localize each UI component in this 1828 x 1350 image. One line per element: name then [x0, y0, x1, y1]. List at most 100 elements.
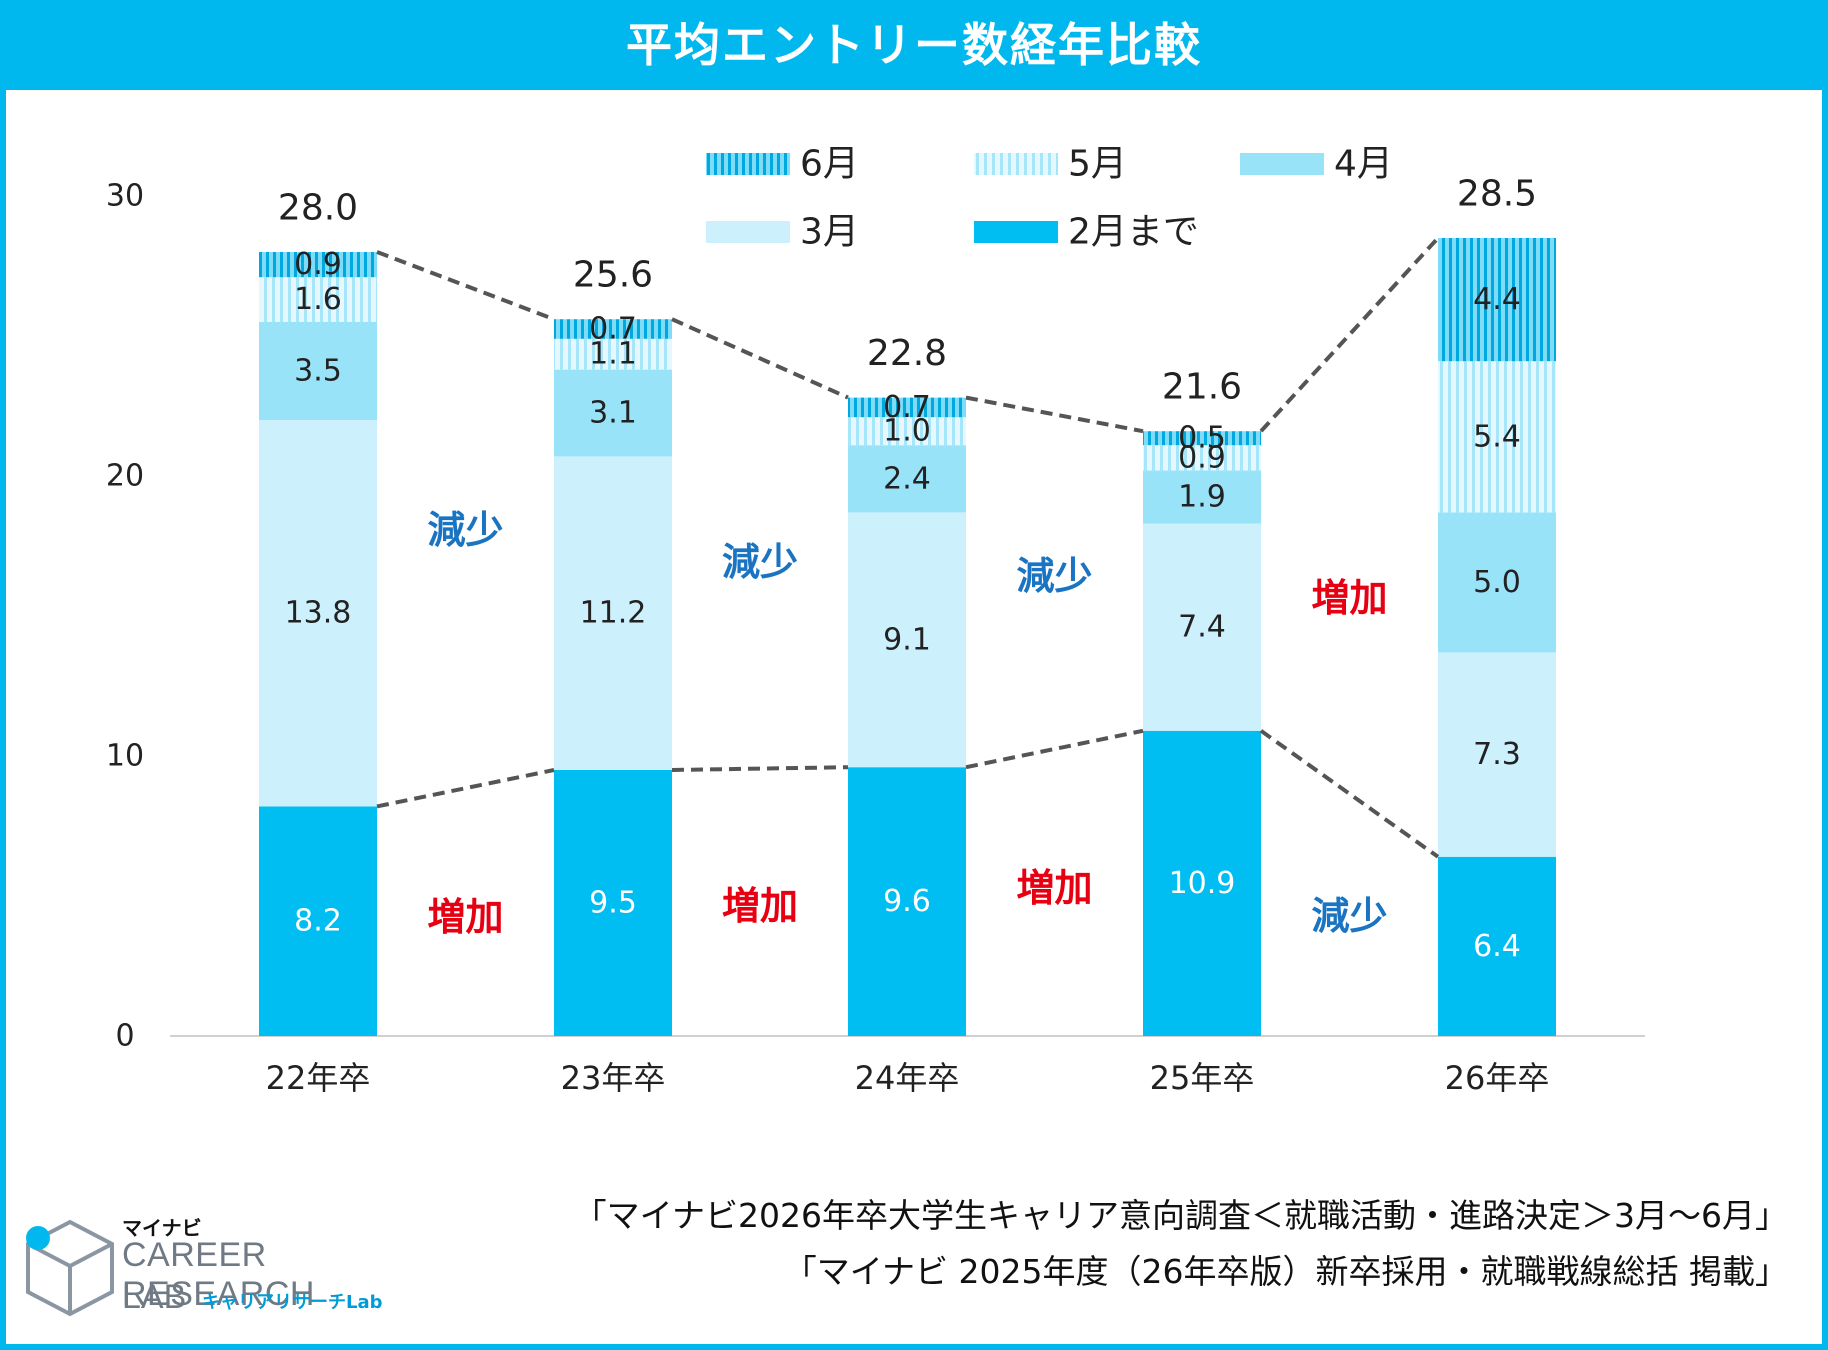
bar-segment: [1143, 431, 1261, 446]
segment-value-label: 3.5: [294, 354, 342, 389]
logo-sub: キャリアリサーチLab: [202, 1292, 383, 1313]
career-research-lab-logo: マイナビ CAREER RESEARCH LAB キャリアリサーチLab: [22, 1212, 442, 1322]
bar-segment: [554, 456, 672, 770]
segment-value-label: 1.0: [883, 414, 931, 449]
total-value-label: 22.8: [867, 333, 947, 374]
y-tick-label: 0: [115, 1019, 134, 1054]
total-trend-line: [671, 317, 849, 400]
segment-value-label: 9.6: [883, 884, 931, 919]
bar-segment: [1438, 512, 1556, 653]
legend-label: 6月: [800, 144, 859, 185]
bar-segment: [554, 770, 672, 1036]
legend-label: 5月: [1068, 144, 1127, 185]
bar-segment: [848, 417, 966, 446]
segment-value-label: 0.7: [883, 390, 931, 425]
bar-segment: [554, 369, 672, 457]
total-trend-line: [1259, 236, 1440, 433]
bar-segment: [259, 252, 377, 278]
bar-segment: [1438, 361, 1556, 513]
page-title: 平均エントリー数経年比較: [626, 18, 1202, 72]
segment-value-label: 1.6: [294, 282, 342, 317]
segment-value-label: 5.0: [1473, 565, 1521, 600]
x-category-label: 24年卒: [855, 1059, 960, 1097]
segment-value-label: 6.4: [1473, 929, 1521, 964]
bar-segment: [848, 767, 966, 1036]
title-bar: 平均エントリー数経年比較: [0, 0, 1828, 90]
logo-line-1: CAREER RESEARCH: [122, 1236, 315, 1313]
segment-value-label: 9.1: [883, 622, 931, 657]
trend-annotation-upper: 減少: [722, 540, 798, 584]
bar-segment: [848, 512, 966, 768]
y-tick-label: 10: [106, 739, 144, 774]
y-tick-label: 20: [106, 459, 144, 494]
source-line-2: 「マイナビ 2025年度（26年卒版）新卒採用・就職戦線総括 掲載」: [783, 1252, 1788, 1291]
trend-annotation-lower: 増加: [1016, 866, 1092, 910]
feb-trend-line: [965, 728, 1144, 770]
legend-label: 3月: [800, 212, 859, 253]
segment-value-label: 9.5: [589, 886, 637, 921]
logo-line-2: LAB: [122, 1278, 187, 1316]
trend-annotation-upper: 減少: [427, 508, 503, 552]
x-category-label: 23年卒: [561, 1059, 666, 1097]
legend-swatch: [1240, 153, 1324, 175]
trend-annotation-upper: 減少: [1016, 554, 1092, 598]
bar-segment: [1438, 238, 1556, 362]
segment-value-label: 1.9: [1178, 480, 1226, 515]
bar-segment: [1438, 856, 1556, 1036]
legend-swatch: [974, 153, 1058, 175]
x-category-label: 26年卒: [1445, 1059, 1550, 1097]
bar-segment: [259, 322, 377, 420]
legend-swatch: [706, 221, 790, 243]
bar-segment: [1143, 445, 1261, 471]
legend-swatch: [974, 221, 1058, 243]
x-category-label: 22年卒: [266, 1059, 371, 1097]
total-value-label: 25.6: [573, 255, 653, 296]
bar-segment: [1438, 652, 1556, 857]
bar-segment: [259, 806, 377, 1036]
trend-annotation-lower: 減少: [1311, 894, 1387, 938]
segment-value-label: 0.9: [294, 247, 342, 282]
legend-label: 4月: [1334, 144, 1393, 185]
bar-segment: [848, 445, 966, 513]
bar-segment: [259, 420, 377, 807]
trend-annotation-lower: 増加: [722, 884, 798, 928]
segment-value-label: 10.9: [1169, 866, 1236, 901]
logo-maker: マイナビ: [122, 1216, 202, 1240]
bar-segment: [554, 338, 672, 370]
source-notes: 「マイナビ2026年卒大学生キャリア意向調査＜就職活動・進路決定＞3月～6月」 …: [574, 1188, 1788, 1300]
total-trend-line: [965, 395, 1144, 434]
segment-value-label: 13.8: [285, 596, 352, 631]
segment-value-label: 0.7: [589, 312, 637, 347]
segment-value-label: 1.1: [589, 337, 637, 372]
bar-segment: [554, 319, 672, 339]
trend-annotation-lower: 増加: [427, 895, 503, 939]
total-trend-line: [376, 250, 555, 322]
bar-segment: [1143, 730, 1261, 1036]
cube-logo-icon: [26, 1219, 114, 1317]
bar-segment: [1143, 470, 1261, 524]
segment-value-label: 8.2: [294, 904, 342, 939]
legend-swatch: [706, 153, 790, 175]
segment-value-label: 3.1: [589, 396, 637, 431]
feb-trend-line: [376, 768, 555, 809]
feb-trend-line: [1259, 729, 1440, 859]
segment-value-label: 0.9: [1178, 440, 1226, 475]
bar-segment: [259, 277, 377, 322]
bar-segment: [848, 397, 966, 418]
y-tick-label: 30: [106, 179, 144, 214]
feb-trend-line: [671, 765, 849, 772]
bar-segment: [1143, 523, 1261, 731]
segment-value-label: 0.5: [1178, 421, 1226, 456]
legend-label: 2月まで: [1068, 212, 1199, 253]
source-line-1: 「マイナビ2026年卒大学生キャリア意向調査＜就職活動・進路決定＞3月～6月」: [573, 1196, 1788, 1235]
segment-value-label: 7.4: [1178, 610, 1226, 645]
segment-value-label: 7.3: [1473, 737, 1521, 772]
total-value-label: 28.0: [278, 188, 358, 229]
total-value-label: 21.6: [1162, 367, 1242, 408]
segment-value-label: 11.2: [580, 596, 647, 631]
x-category-label: 25年卒: [1150, 1059, 1255, 1097]
trend-annotation-upper: 増加: [1311, 576, 1387, 620]
segment-value-label: 2.4: [883, 461, 931, 496]
segment-value-label: 5.4: [1473, 419, 1521, 454]
